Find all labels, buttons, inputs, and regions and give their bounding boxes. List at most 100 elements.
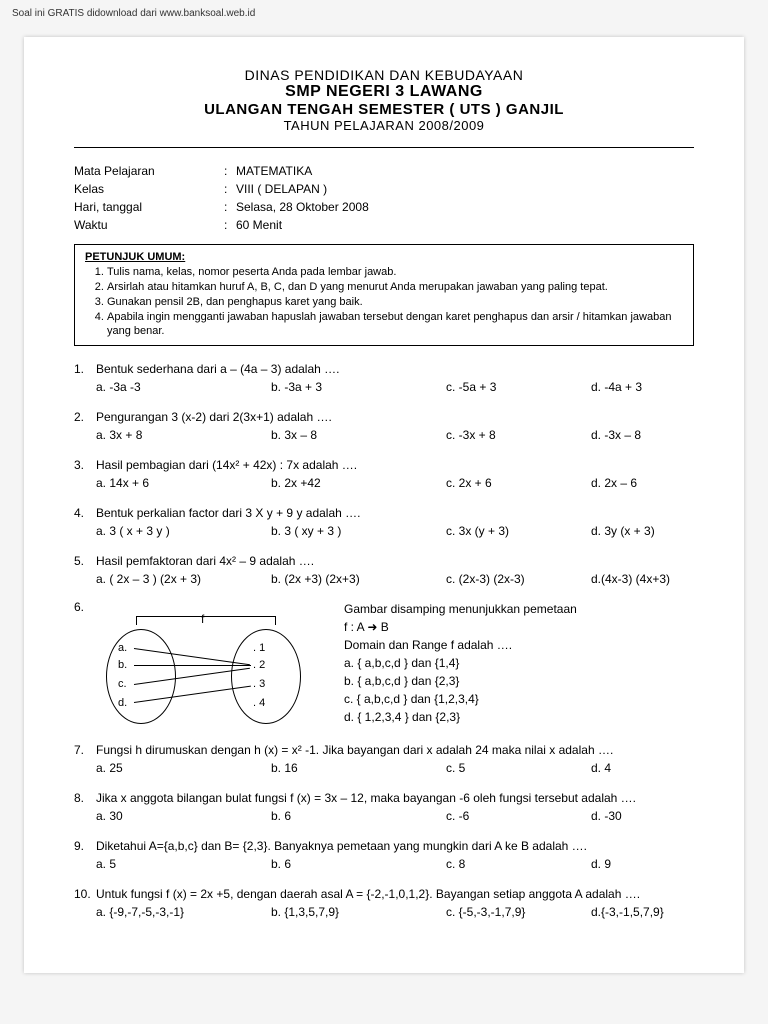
option-c: c. (2x-3) (2x-3): [446, 570, 591, 588]
range-item: . 2: [253, 659, 265, 671]
q6-stem: Domain dan Range f adalah ….: [344, 636, 694, 654]
instruction-item: Apabila ingin mengganti jawaban hapuslah…: [107, 310, 683, 340]
mapping-diagram: f a. b. c. d. . 1 . 2 . 3 . 4: [96, 614, 316, 729]
question-number: 7.: [74, 741, 96, 759]
option-b: b. 3x – 8: [271, 426, 446, 444]
codomain-ellipse: [231, 629, 301, 724]
domain-item: b.: [118, 659, 127, 671]
exam-page: DINAS PENDIDIKAN DAN KEBUDAYAAN SMP NEGE…: [24, 37, 744, 973]
header-exam-title: ULANGAN TENGAH SEMESTER ( UTS ) GANJIL: [74, 101, 694, 118]
option-a: a. 3 ( x + 3 y ): [96, 522, 271, 540]
option-c: c. {-5,-3,-1,7,9}: [446, 903, 591, 921]
option-d: d. -3x – 8: [591, 426, 641, 444]
question: 9.Diketahui A={a,b,c} dan B= {2,3}. Bany…: [74, 837, 694, 873]
question-number: 9.: [74, 837, 96, 855]
option-b: b. {1,3,5,7,9}: [271, 903, 446, 921]
option-d: d. 4: [591, 759, 611, 777]
question-stem: Bentuk sederhana dari a – (4a – 3) adala…: [96, 360, 694, 378]
question: 10.Untuk fungsi f (x) = 2x +5, dengan da…: [74, 885, 694, 921]
subject-label: Mata Pelajaran: [74, 162, 224, 180]
question-stem: Bentuk perkalian factor dari 3 X y + 9 y…: [96, 504, 694, 522]
question-number: 5.: [74, 552, 96, 570]
range-item: . 4: [253, 697, 265, 709]
option-a: a. 14x + 6: [96, 474, 271, 492]
range-item: . 1: [253, 642, 265, 654]
option-d: d.(4x-3) (4x+3): [591, 570, 670, 588]
option-a: a. -3a -3: [96, 378, 271, 396]
option-b: b. 6: [271, 855, 446, 873]
option-a: a. 5: [96, 855, 271, 873]
question-number: 2.: [74, 408, 96, 426]
option-d: d. 2x – 6: [591, 474, 637, 492]
option-a: a. {-9,-7,-5,-3,-1}: [96, 903, 271, 921]
date-value: Selasa, 28 Oktober 2008: [236, 198, 369, 216]
q6-option-a: a. { a,b,c,d } dan {1,4}: [344, 654, 694, 672]
option-b: b. (2x +3) (2x+3): [271, 570, 446, 588]
domain-item: a.: [118, 642, 127, 654]
f-label: f: [201, 612, 204, 626]
q6-option-c: c. { a,b,c,d } dan {1,2,3,4}: [344, 690, 694, 708]
q6-number: 6.: [74, 600, 96, 614]
time-label: Waktu: [74, 216, 224, 234]
instruction-item: Arsirlah atau hitamkan huruf A, B, C, da…: [107, 280, 683, 295]
meta-block: Mata Pelajaran:MATEMATIKA Kelas:VIII ( D…: [74, 162, 694, 234]
watermark-text: Soal ini GRATIS didownload dari www.bank…: [0, 0, 768, 27]
option-d: d.{-3,-1,5,7,9}: [591, 903, 664, 921]
q6-option-b: b. { a,b,c,d } dan {2,3}: [344, 672, 694, 690]
domain-item: c.: [118, 678, 127, 690]
option-d: d. 3y (x + 3): [591, 522, 655, 540]
question-stem: Hasil pemfaktoran dari 4x² – 9 adalah ….: [96, 552, 694, 570]
q6-option-d: d. { 1,2,3,4 } dan {2,3}: [344, 708, 694, 726]
domain-ellipse: [106, 629, 176, 724]
question-stem: Pengurangan 3 (x-2) dari 2(3x+1) adalah …: [96, 408, 694, 426]
instruction-item: Tulis nama, kelas, nomor peserta Anda pa…: [107, 265, 683, 280]
instruction-item: Gunakan pensil 2B, dan penghapus karet y…: [107, 295, 683, 310]
option-a: a. ( 2x – 3 ) (2x + 3): [96, 570, 271, 588]
question: 8.Jika x anggota bilangan bulat fungsi f…: [74, 789, 694, 825]
date-label: Hari, tanggal: [74, 198, 224, 216]
option-a: a. 30: [96, 807, 271, 825]
page-header: DINAS PENDIDIKAN DAN KEBUDAYAAN SMP NEGE…: [74, 67, 694, 133]
question-stem: Untuk fungsi f (x) = 2x +5, dengan daera…: [96, 885, 694, 903]
option-b: b. -3a + 3: [271, 378, 446, 396]
header-org: DINAS PENDIDIKAN DAN KEBUDAYAAN: [74, 67, 694, 83]
question-number: 10.: [74, 885, 96, 903]
option-d: d. -30: [591, 807, 622, 825]
mapping-arrow: [134, 665, 251, 666]
question-stem: Diketahui A={a,b,c} dan B= {2,3}. Banyak…: [96, 837, 694, 855]
question-stem: Hasil pembagian dari (14x² + 42x) : 7x a…: [96, 456, 694, 474]
option-a: a. 25: [96, 759, 271, 777]
option-b: b. 6: [271, 807, 446, 825]
question: 2.Pengurangan 3 (x-2) dari 2(3x+1) adala…: [74, 408, 694, 444]
instructions-title: PETUNJUK UMUM:: [85, 251, 683, 263]
question: 7.Fungsi h dirumuskan dengan h (x) = x² …: [74, 741, 694, 777]
question: 4.Bentuk perkalian factor dari 3 X y + 9…: [74, 504, 694, 540]
option-c: c. 8: [446, 855, 591, 873]
option-d: d. 9: [591, 855, 611, 873]
header-year: TAHUN PELAJARAN 2008/2009: [74, 118, 694, 133]
range-item: . 3: [253, 678, 265, 690]
option-c: c. 5: [446, 759, 591, 777]
option-c: c. 2x + 6: [446, 474, 591, 492]
instructions-box: PETUNJUK UMUM: Tulis nama, kelas, nomor …: [74, 244, 694, 346]
question: 5.Hasil pemfaktoran dari 4x² – 9 adalah …: [74, 552, 694, 588]
divider: [74, 147, 694, 148]
question-stem: Fungsi h dirumuskan dengan h (x) = x² -1…: [96, 741, 694, 759]
option-a: a. 3x + 8: [96, 426, 271, 444]
question-stem: Jika x anggota bilangan bulat fungsi f (…: [96, 789, 694, 807]
option-b: b. 2x +42: [271, 474, 446, 492]
question-6: 6. f a. b. c. d. . 1 . 2 . 3 . 4 Ga: [74, 600, 694, 729]
question-number: 8.: [74, 789, 96, 807]
class-value: VIII ( DELAPAN ): [236, 180, 327, 198]
q6-stem: f : A ➜ B: [344, 618, 694, 636]
option-c: c. -5a + 3: [446, 378, 591, 396]
header-school: SMP NEGERI 3 LAWANG: [74, 83, 694, 101]
domain-item: d.: [118, 697, 127, 709]
question-number: 1.: [74, 360, 96, 378]
option-c: c. 3x (y + 3): [446, 522, 591, 540]
q6-stem: Gambar disamping menunjukkan pemetaan: [344, 600, 694, 618]
question: 3.Hasil pembagian dari (14x² + 42x) : 7x…: [74, 456, 694, 492]
question: 1.Bentuk sederhana dari a – (4a – 3) ada…: [74, 360, 694, 396]
option-d: d. -4a + 3: [591, 378, 642, 396]
option-c: c. -3x + 8: [446, 426, 591, 444]
